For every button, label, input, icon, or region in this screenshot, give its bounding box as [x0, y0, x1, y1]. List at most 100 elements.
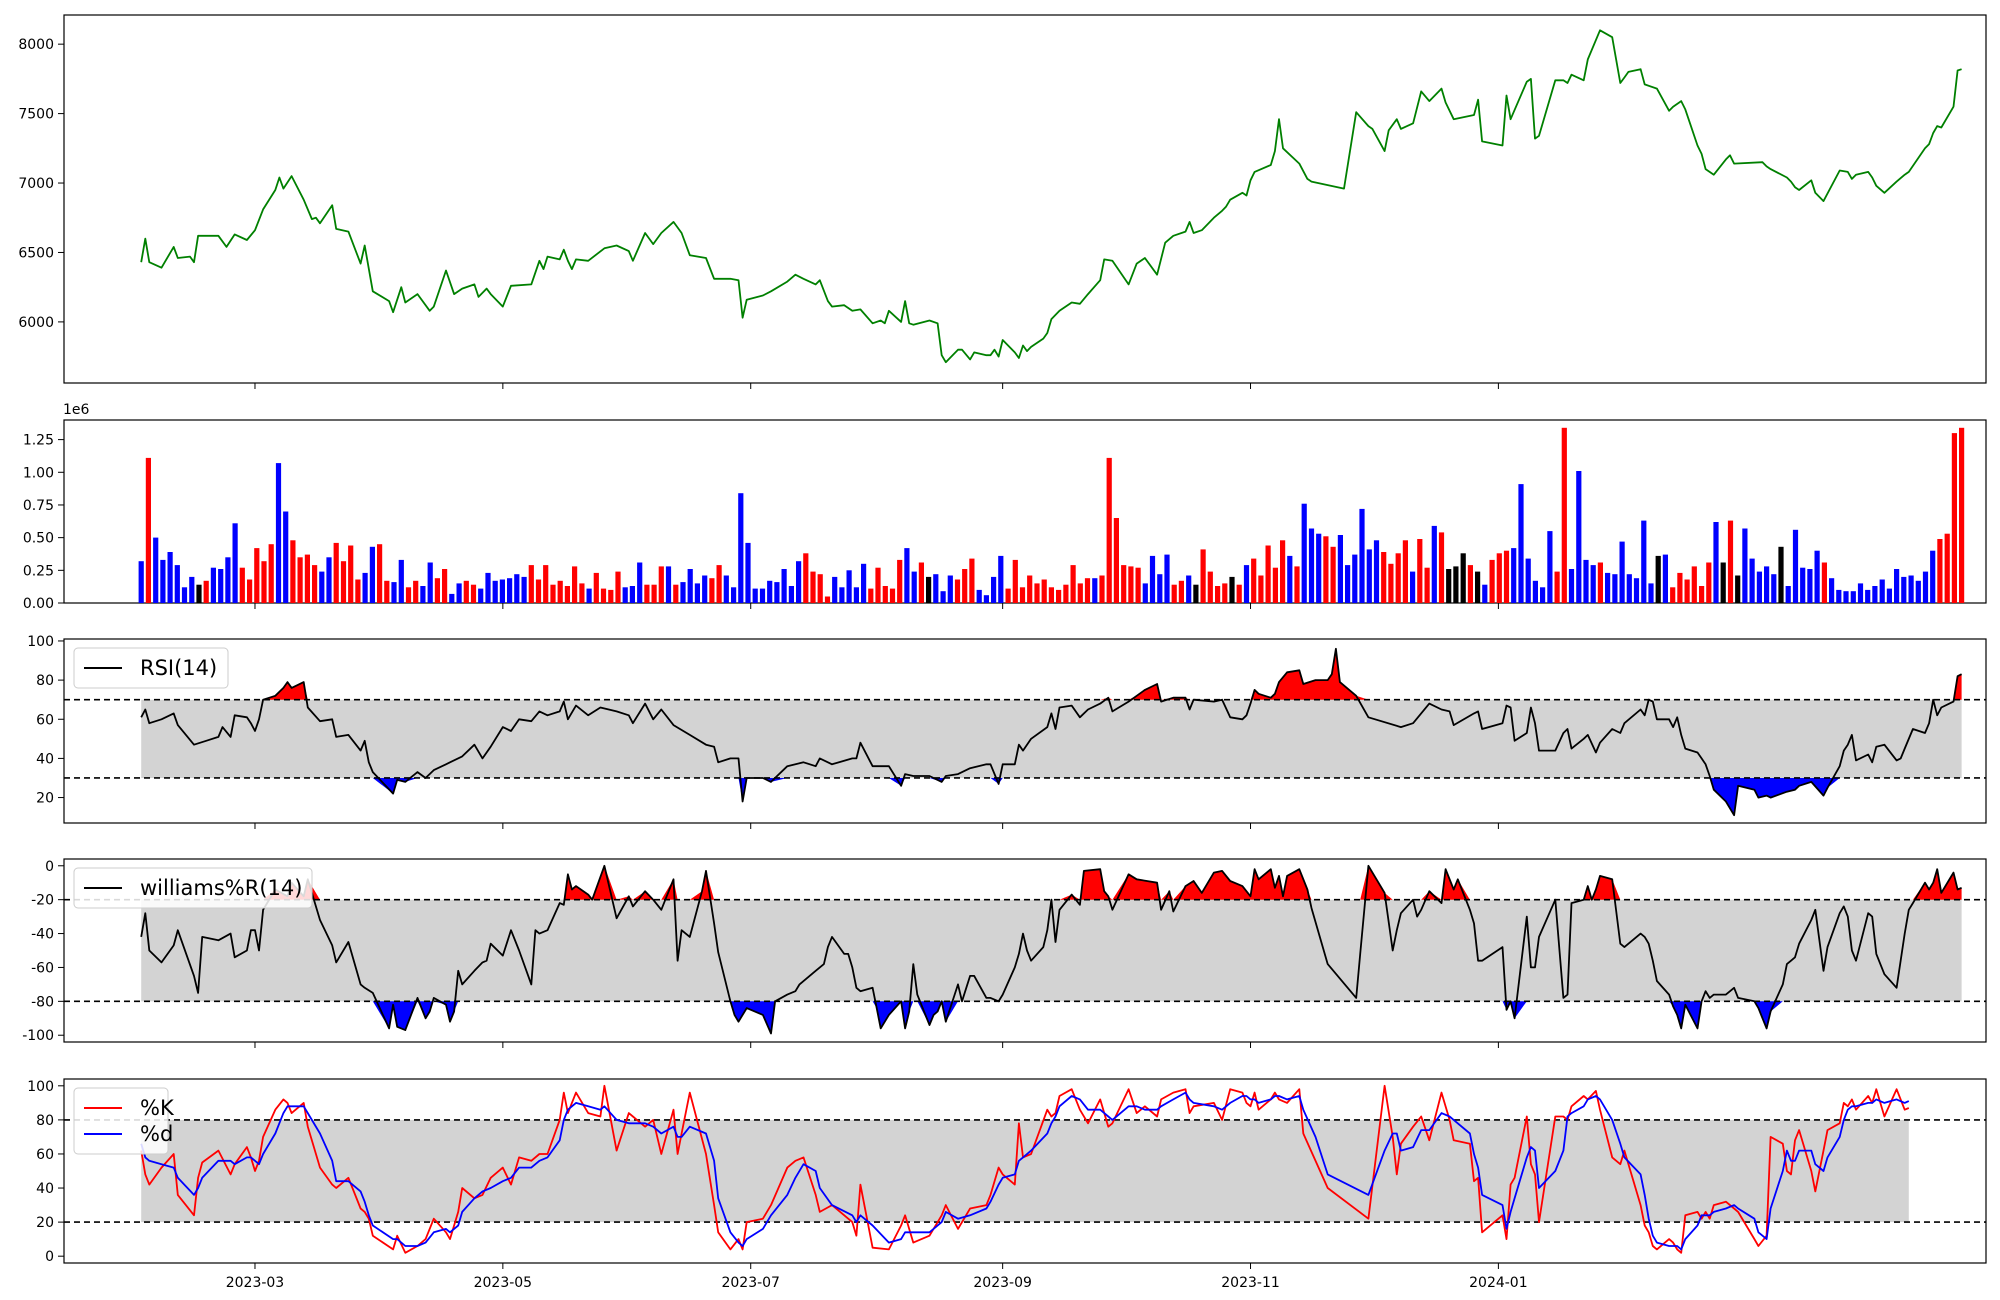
volume-bar — [911, 571, 917, 603]
volume-bar — [362, 572, 368, 603]
volume-bar — [1041, 579, 1047, 603]
volume-bar — [1540, 587, 1546, 603]
volume-bar — [1850, 591, 1856, 603]
volume-bar — [759, 588, 766, 603]
volume-bar — [889, 588, 896, 603]
volume-bar — [160, 559, 166, 603]
volume-bar — [1301, 503, 1307, 603]
volume-bar — [232, 523, 238, 603]
volume-bar — [319, 571, 325, 603]
volume-bar — [832, 576, 838, 603]
volume-bar — [225, 557, 231, 604]
volume-bar — [1771, 574, 1777, 603]
volume-bar — [1438, 532, 1445, 603]
overbought-fill — [141, 865, 1962, 900]
volume-bar — [1337, 535, 1343, 603]
volume-bar — [738, 493, 744, 603]
legend-box — [73, 1087, 169, 1155]
volume-bar — [377, 544, 383, 603]
volume-scale-label: 1e6 — [63, 402, 90, 418]
volume-bar — [1482, 584, 1488, 603]
williams-r-line — [140, 864, 1962, 1035]
volume-bar — [550, 584, 556, 603]
volume-bar — [1222, 583, 1228, 603]
volume-bar — [405, 587, 412, 603]
volume-bar — [615, 571, 621, 603]
volume-bar — [1099, 575, 1105, 603]
volume-bar — [1930, 550, 1936, 603]
volume-bar — [1056, 589, 1062, 603]
volume-bar — [1561, 427, 1567, 603]
y-tick-label: 60 — [36, 712, 54, 728]
volume-bar — [947, 575, 953, 603]
volume-bar — [1381, 552, 1387, 603]
volume-bar — [839, 587, 845, 603]
x-tick-label: 2023-07 — [721, 1275, 780, 1291]
volume-bar — [514, 574, 520, 603]
volume-bar — [268, 544, 274, 603]
volume-bar — [340, 561, 347, 603]
volume-bar — [600, 588, 607, 603]
volume-bar — [1186, 575, 1192, 603]
volume-bar — [1330, 546, 1336, 603]
volume-bar — [1308, 528, 1315, 603]
volume-bar — [1670, 587, 1676, 603]
volume-bar — [1843, 591, 1849, 603]
volume-bar — [644, 584, 650, 603]
legend-box — [73, 867, 313, 909]
volume-bar — [1503, 550, 1510, 603]
volume-bar — [1280, 540, 1286, 603]
x-tick-label: 2023-09 — [973, 1275, 1032, 1291]
volume-bar — [1633, 578, 1640, 603]
volume-bar — [167, 552, 173, 603]
volume-bar — [904, 548, 910, 603]
volume-bar — [1316, 533, 1322, 603]
y-tick-label: 6000 — [18, 315, 54, 331]
volume-bar — [413, 580, 419, 603]
volume-bar — [1092, 578, 1098, 603]
volume-bar — [1800, 567, 1806, 603]
volume-bar — [1048, 587, 1054, 603]
volume-bar — [702, 575, 708, 603]
volume-bar — [1359, 508, 1365, 603]
y-tick-label: 6500 — [18, 245, 54, 261]
volume-bar — [1395, 553, 1401, 603]
volume-bar — [456, 583, 462, 603]
volume-bar — [254, 548, 260, 603]
y-tick-label: 7500 — [18, 107, 54, 123]
volume-bar — [1525, 558, 1531, 603]
volume-bar — [1243, 565, 1250, 603]
volume-bar — [745, 542, 751, 603]
volume-bar — [1034, 583, 1040, 603]
volume-bar — [723, 575, 729, 603]
volume-bar — [138, 561, 144, 603]
volume-bar — [312, 565, 318, 603]
volume-bar — [673, 584, 679, 603]
y-tick-label: 1.00 — [23, 465, 54, 481]
volume-bar — [1879, 579, 1885, 603]
volume-bar — [333, 542, 339, 603]
volume-bar — [1077, 583, 1083, 603]
volume-bar — [1106, 457, 1112, 603]
volume-bar — [1518, 484, 1524, 603]
y-tick-label: -60 — [31, 960, 54, 976]
volume-bar — [189, 576, 195, 603]
volume-bar — [1865, 589, 1871, 603]
volume-bar — [449, 593, 455, 603]
volume-bar — [1677, 572, 1683, 603]
rsi-line — [140, 647, 1963, 817]
volume-bar — [1684, 579, 1690, 603]
volume-bar — [1410, 571, 1416, 603]
volume-bar — [1944, 533, 1950, 603]
volume-bar — [774, 582, 780, 603]
volume-bar — [572, 566, 578, 603]
volume-bar — [1727, 520, 1734, 603]
volume-bar — [1135, 567, 1141, 603]
volume-bar — [1128, 566, 1134, 603]
y-tick-label: -100 — [22, 1028, 54, 1044]
volume-bar — [355, 579, 361, 603]
volume-bar — [1605, 572, 1611, 603]
volume-bar — [463, 580, 469, 603]
volume-bar — [1836, 589, 1842, 603]
volume-bar — [1937, 539, 1943, 603]
